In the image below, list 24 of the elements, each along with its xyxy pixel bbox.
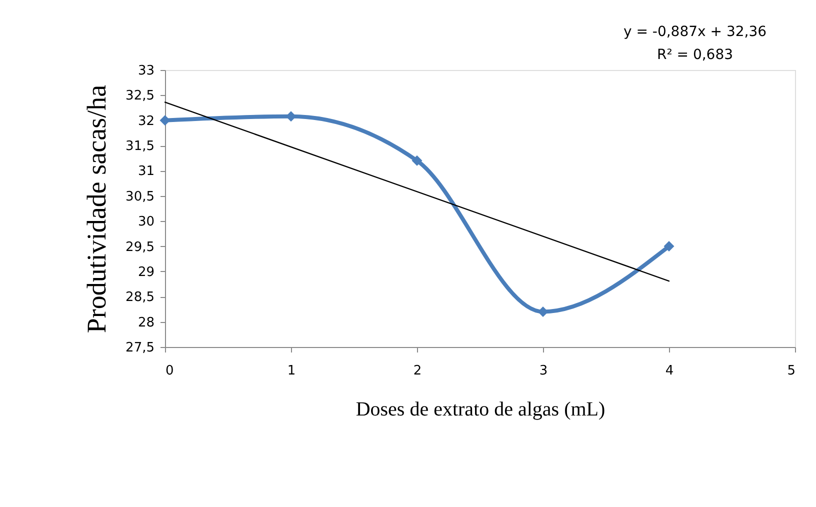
y-tick-label: 31: [138, 164, 154, 180]
y-tick-label: 30: [138, 214, 154, 230]
x-tick-label: 0: [166, 364, 174, 378]
y-tick-label: 32: [138, 114, 154, 129]
y-tick-label: 28,5: [126, 290, 154, 306]
text: y = -0,887x + 32,36: [623, 24, 767, 40]
y-tick-label: 29,5: [126, 240, 154, 255]
x-tick-label: 1: [287, 364, 296, 378]
x-tick-label: 2: [413, 364, 422, 378]
y-tick-label: 31,5: [126, 139, 154, 154]
x-tick-label: 3: [539, 364, 548, 378]
y-tick-label: 30,5: [126, 189, 154, 204]
y-tick-label: 27,5: [126, 340, 154, 356]
text: R² = 0,683: [656, 47, 734, 63]
point: [412, 155, 422, 166]
y-tick-label: 28: [138, 315, 154, 330]
x-tick-label: 5: [787, 364, 796, 378]
y-tick-label: 29: [138, 264, 154, 280]
x-axis-title: Doses de extrato de algas (mL): [356, 398, 606, 420]
y-tick-label: 33: [138, 64, 154, 78]
x-tick-label: 4: [665, 364, 674, 378]
y-axis-title: Produtividade sacas/ha: [82, 84, 112, 334]
point: [664, 241, 674, 252]
y-tick-label: 32,5: [126, 88, 154, 104]
